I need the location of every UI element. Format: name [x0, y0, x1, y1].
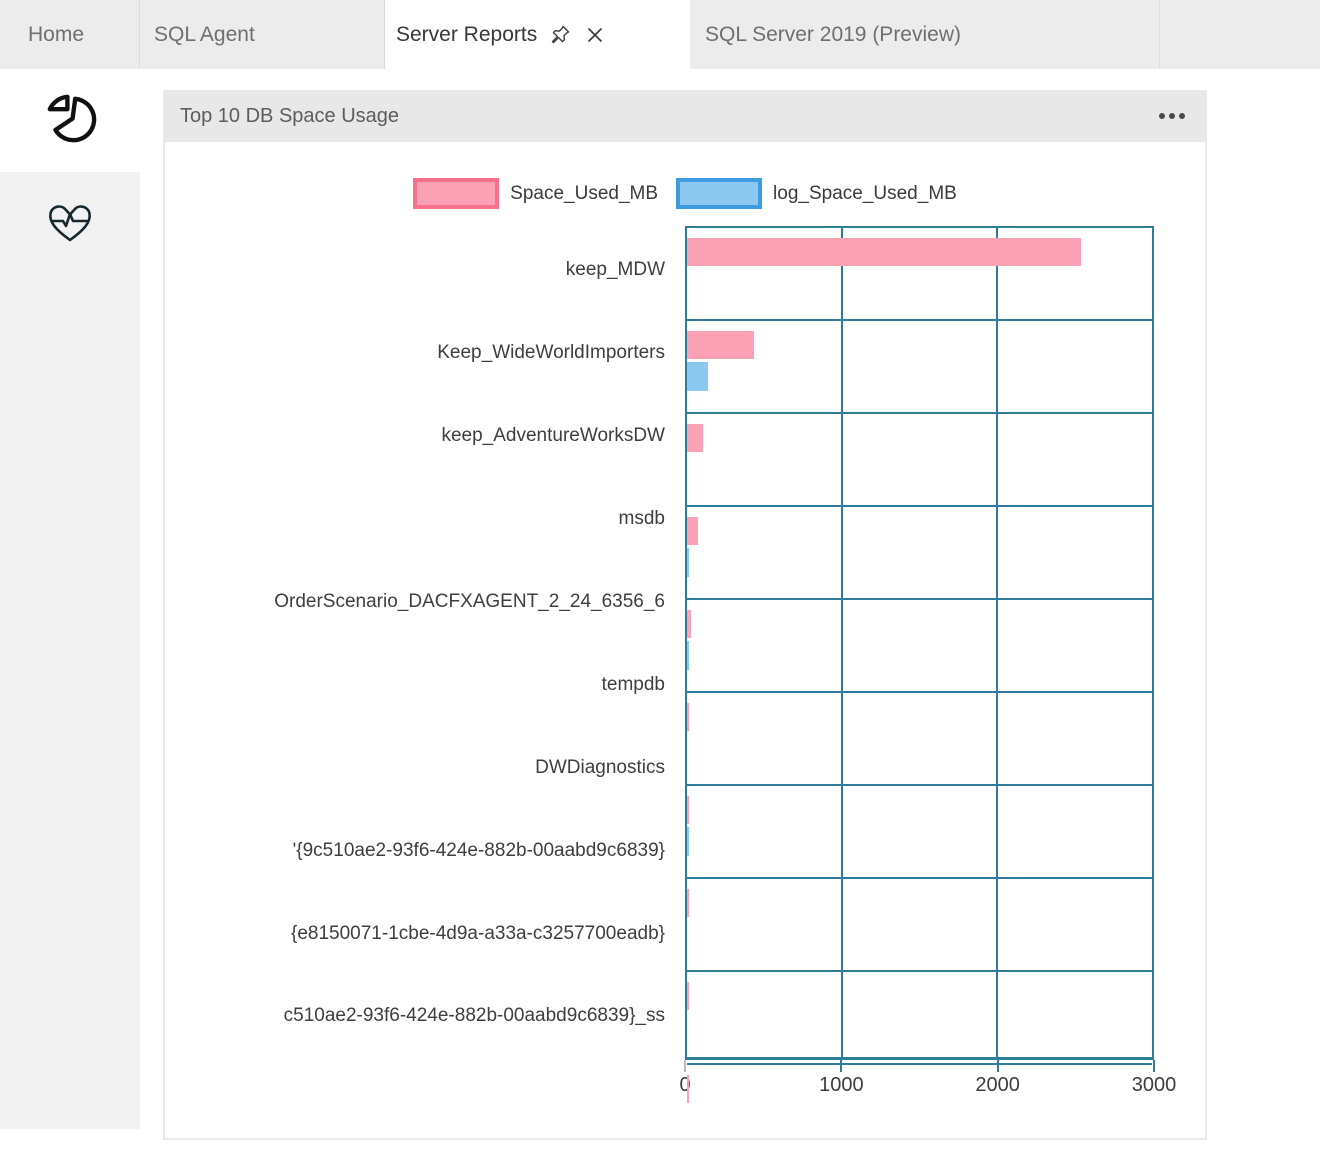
x-axis-label: 1000: [819, 1074, 864, 1096]
tab-sql-server-2019-label: SQL Server 2019 (Preview): [705, 22, 961, 46]
panel-body: Space_Used_MB log_Space_Used_MB keep_MDW…: [163, 142, 1207, 1140]
close-icon[interactable]: [583, 23, 607, 47]
category-labels: keep_MDW Keep_WideWorldImporters keep_Adve…: [165, 226, 685, 1106]
content-area: Top 10 DB Space Usage Space_Used_MB lo: [140, 69, 1320, 1168]
chart-row: [687, 703, 1152, 786]
chart: keep_MDW Keep_WideWorldImporters keep_Adve…: [165, 226, 1205, 1106]
x-axis-label: 0: [679, 1074, 691, 1096]
chart-row: [687, 424, 1152, 507]
category-label: OrderScenario_DACFXAGENT_2_24_6356_6: [274, 590, 665, 612]
bar-log-space-used: [687, 362, 708, 391]
tab-sql-agent[interactable]: SQL Agent: [140, 0, 385, 69]
pie-chart-icon: [41, 89, 99, 152]
bar-space-used: [687, 982, 689, 1010]
bar-space-used: [687, 331, 755, 359]
tab-sql-server-2019[interactable]: SQL Server 2019 (Preview): [690, 0, 1160, 69]
legend-label-space-used: Space_Used_MB: [510, 182, 659, 204]
category-label: keep_AdventureWorksDW: [441, 424, 665, 446]
pin-icon[interactable]: [548, 23, 572, 47]
x-axis: 0 1000 2000 3000: [679, 1060, 1176, 1106]
bar-log-space-used: [687, 548, 690, 577]
gridline-2000: [996, 228, 998, 1057]
chart-row: [687, 238, 1152, 321]
ellipsis-icon[interactable]: [1157, 109, 1187, 123]
legend-swatch-space-used: [413, 178, 500, 209]
chart-legend: Space_Used_MB log_Space_Used_MB: [165, 178, 1205, 209]
heart-pulse-icon: [44, 195, 96, 252]
bar-space-used: [687, 517, 698, 545]
legend-label-log-space-used: log_Space_Used_MB: [773, 182, 957, 204]
legend-item-space-used[interactable]: Space_Used_MB: [413, 178, 658, 209]
tab-sql-agent-label: SQL Agent: [154, 22, 255, 46]
chart-row: [687, 610, 1152, 693]
sidebar-item-health[interactable]: [0, 172, 140, 275]
plot-area: [685, 226, 1154, 1103]
main-area: Top 10 DB Space Usage Space_Used_MB lo: [0, 69, 1320, 1168]
chart-row: [687, 331, 1152, 414]
x-axis-tick: [996, 1060, 999, 1072]
legend-item-log-space-used[interactable]: log_Space_Used_MB: [676, 178, 957, 209]
legend-swatch-log-space-used: [676, 178, 763, 209]
bar-space-used: [687, 889, 689, 917]
x-axis-tick: [684, 1060, 686, 1072]
panel-title: Top 10 DB Space Usage: [180, 104, 400, 127]
category-label: c510ae2-93f6-424e-882b-00aabd9c6839}_ss: [283, 1005, 665, 1026]
tab-bar: Home SQL Agent Server Reports SQL Server…: [0, 0, 1320, 69]
sidebar-item-reports[interactable]: [0, 69, 140, 172]
category-label: keep_MDW: [565, 258, 665, 280]
chart-row: [687, 796, 1152, 879]
sidebar: [0, 69, 140, 1129]
category-label: msdb: [618, 507, 665, 529]
bar-space-used: [687, 610, 692, 638]
space-usage-panel: Top 10 DB Space Usage Space_Used_MB lo: [163, 90, 1207, 1140]
x-axis-label: 3000: [1131, 1074, 1177, 1096]
chart-row: [687, 889, 1152, 972]
x-axis-tick: [1153, 1060, 1155, 1072]
category-label: '{9c510ae2-93f6-424e-882b-00aabd9c6839}: [292, 839, 665, 861]
x-axis-tick: [840, 1060, 843, 1072]
tab-server-reports-label: Server Reports: [396, 22, 538, 46]
chart-row: [687, 1075, 1152, 1157]
bar-space-used: [687, 424, 704, 452]
category-label: Keep_WideWorldImporters: [437, 341, 665, 363]
category-label: DWDiagnostics: [535, 756, 665, 778]
chart-row: [687, 517, 1152, 600]
chart-row: [687, 982, 1152, 1065]
tab-home[interactable]: Home: [0, 0, 140, 69]
x-axis-label: 2000: [975, 1074, 1020, 1096]
bar-space-used: [687, 796, 689, 824]
gridline-1000: [840, 228, 843, 1057]
bar-space-used: [687, 1075, 689, 1103]
bar-log-space-used: [687, 827, 689, 856]
plot-wrap: 0 1000 2000 3000: [679, 226, 1176, 1106]
bar-space-used: [687, 238, 1082, 266]
bar-log-space-used: [687, 641, 689, 670]
tab-home-label: Home: [28, 22, 85, 46]
category-label: tempdb: [601, 673, 665, 695]
category-label: {e8150071-1cbe-4d9a-a33a-c3257700eadb}: [290, 922, 665, 944]
bar-space-used: [687, 703, 689, 731]
tab-server-reports[interactable]: Server Reports: [385, 0, 690, 69]
panel-header: Top 10 DB Space Usage: [163, 90, 1207, 142]
tab-bar-filler: [1160, 0, 1320, 69]
